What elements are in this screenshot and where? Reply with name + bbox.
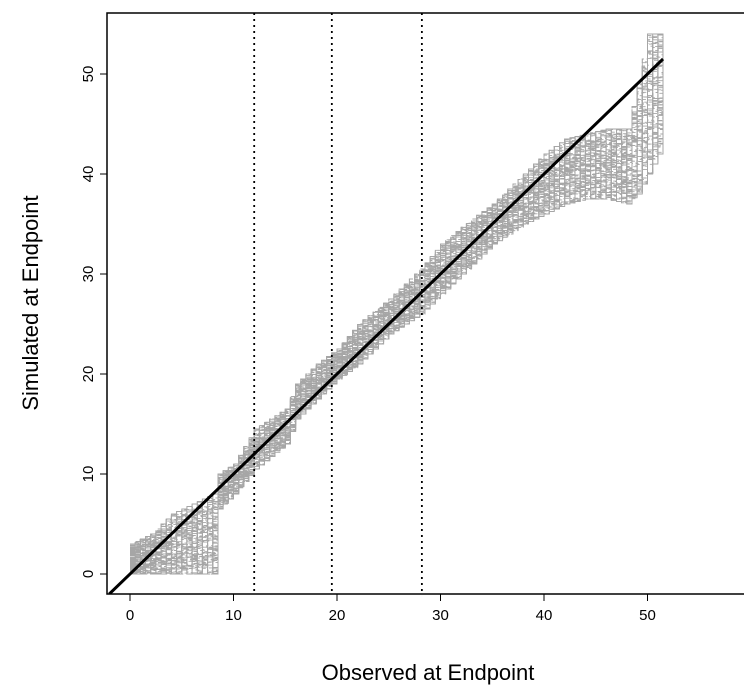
simulation-line [130, 33, 664, 545]
x-tick-label: 0 [126, 607, 134, 624]
simulation-line [130, 33, 664, 551]
x-tick-label: 10 [225, 607, 242, 624]
simulation-line [130, 33, 664, 549]
axes: 0 10 20 30 40 50 0 10 20 30 40 50 [80, 66, 656, 624]
y-tick-label: 40 [80, 166, 97, 183]
simulation-line [130, 33, 664, 548]
x-axis-title: Observed at Endpoint [322, 660, 535, 685]
simulation-line [130, 33, 664, 545]
y-tick-label: 0 [80, 570, 97, 578]
y-axis-title: Simulated at Endpoint [18, 195, 43, 410]
simulation-line [130, 34, 664, 548]
y-tick-label: 20 [80, 366, 97, 383]
y-tick-label: 30 [80, 266, 97, 283]
simulation-line [130, 65, 664, 553]
simulation-line [130, 34, 664, 547]
simulation-line [130, 34, 664, 545]
simulation-line [130, 33, 664, 548]
x-tick-label: 40 [536, 607, 553, 624]
simulation-line [130, 95, 664, 564]
simulation-line [130, 49, 664, 554]
simulation-line [130, 34, 664, 549]
simulation-line [130, 135, 664, 575]
reference-lines-layer [108, 13, 665, 594]
simulation-line [130, 62, 664, 553]
simulation-line [130, 138, 664, 575]
simulation-line [130, 106, 664, 568]
simulation-line [130, 116, 664, 571]
simulation-line [130, 58, 664, 559]
x-tick-label: 20 [329, 607, 346, 624]
simulation-line [130, 133, 664, 575]
simulation-line [130, 108, 664, 569]
simulation-line [130, 85, 664, 563]
y-tick-label: 10 [80, 466, 97, 483]
simulation-line [130, 127, 664, 575]
simulation-line [130, 33, 664, 549]
simulation-line [130, 99, 664, 565]
plot-frame [106, 12, 744, 595]
identity-line [108, 57, 665, 594]
simulation-line [130, 120, 664, 574]
simulation-line [130, 36, 664, 549]
y-tick-label: 50 [80, 66, 97, 83]
simulated-lines-layer [130, 33, 664, 575]
simulation-line [130, 138, 664, 574]
x-tick-label: 50 [639, 607, 656, 624]
simulation-line [130, 108, 664, 573]
x-tick-label: 30 [432, 607, 449, 624]
simulation-line [130, 33, 664, 545]
simulation-line [130, 33, 664, 548]
simulation-line [130, 96, 664, 563]
simulation-line [130, 44, 664, 552]
